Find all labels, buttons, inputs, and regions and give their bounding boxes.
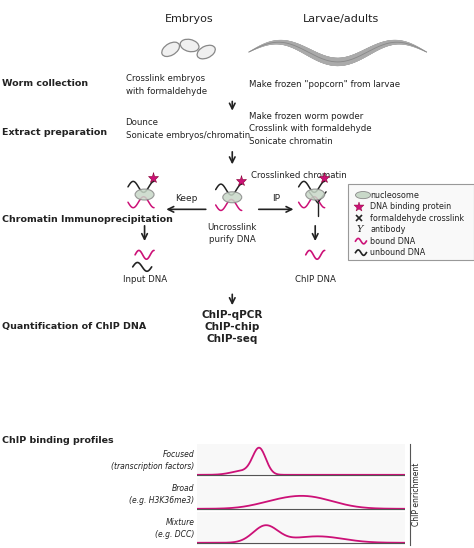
Text: Dounce
Sonicate embryos/chromatin: Dounce Sonicate embryos/chromatin — [126, 118, 250, 140]
Ellipse shape — [223, 192, 242, 203]
Text: ChIP-chip: ChIP-chip — [205, 322, 260, 332]
Text: Keep: Keep — [175, 194, 197, 203]
Ellipse shape — [135, 189, 154, 200]
Text: ChIP-qPCR: ChIP-qPCR — [201, 310, 263, 320]
Text: Larvae/adults: Larvae/adults — [303, 14, 379, 24]
Text: IP: IP — [272, 194, 280, 203]
Text: ChIP DNA: ChIP DNA — [295, 275, 336, 284]
Text: Crosslink embryos
with formaldehyde: Crosslink embryos with formaldehyde — [126, 74, 207, 96]
Text: unbound DNA: unbound DNA — [370, 248, 426, 257]
Text: Y: Y — [356, 225, 363, 234]
Text: DNA binding protein: DNA binding protein — [370, 202, 451, 211]
Text: Input DNA: Input DNA — [122, 275, 167, 284]
Ellipse shape — [306, 189, 325, 200]
Ellipse shape — [356, 191, 371, 198]
Text: Make frozen worm powder
Crosslink with formaldehyde
Sonicate chromatin: Make frozen worm powder Crosslink with f… — [249, 112, 372, 146]
Ellipse shape — [162, 42, 180, 56]
Text: nucleosome: nucleosome — [370, 191, 419, 199]
Text: Make frozen "popcorn" from larvae: Make frozen "popcorn" from larvae — [249, 81, 400, 89]
Text: Chromatin Immunoprecipitation: Chromatin Immunoprecipitation — [2, 215, 173, 224]
Text: Uncrosslink
purify DNA: Uncrosslink purify DNA — [208, 222, 257, 244]
Text: Worm collection: Worm collection — [2, 79, 89, 88]
Text: bound DNA: bound DNA — [370, 237, 415, 246]
Text: Focused
(transcription factors): Focused (transcription factors) — [111, 450, 194, 471]
Text: ChIP enrichment: ChIP enrichment — [412, 463, 421, 526]
Text: ChIP binding profiles: ChIP binding profiles — [2, 436, 114, 444]
Text: antibody: antibody — [370, 225, 406, 234]
Ellipse shape — [180, 39, 199, 52]
Text: Mixture
(e.g. DCC): Mixture (e.g. DCC) — [155, 518, 194, 539]
Text: Broad
(e.g. H3K36me3): Broad (e.g. H3K36me3) — [129, 484, 194, 505]
Text: ChIP-seq: ChIP-seq — [207, 334, 258, 344]
Text: Embryos: Embryos — [165, 14, 214, 24]
Text: formaldehyde crosslink: formaldehyde crosslink — [370, 214, 465, 222]
Ellipse shape — [197, 45, 215, 59]
FancyBboxPatch shape — [348, 184, 474, 260]
Text: Extract preparation: Extract preparation — [2, 128, 108, 137]
Text: Crosslinked chromatin: Crosslinked chromatin — [251, 171, 347, 180]
Text: Quantification of ChIP DNA: Quantification of ChIP DNA — [2, 322, 146, 330]
